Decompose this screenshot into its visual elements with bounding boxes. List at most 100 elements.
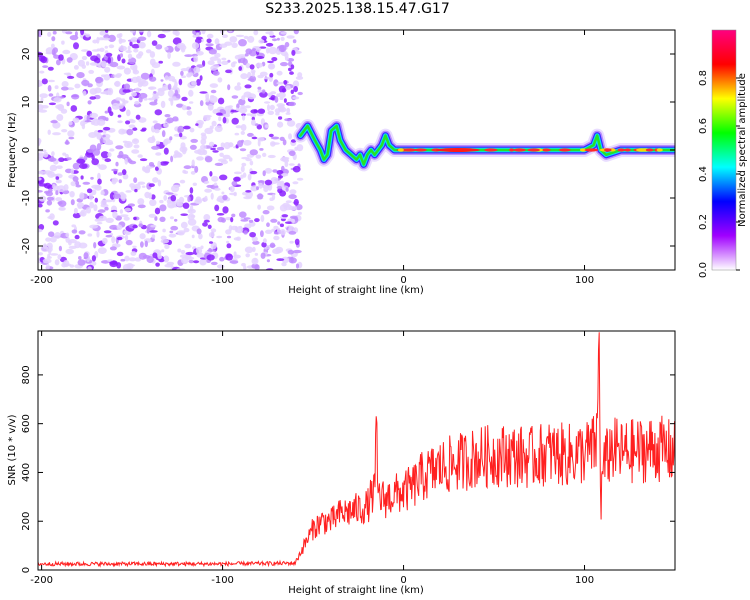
noise-blob — [152, 120, 158, 124]
noise-blob — [188, 259, 194, 264]
noise-blob — [89, 96, 96, 100]
noise-blob — [122, 264, 131, 270]
noise-blob — [275, 112, 280, 116]
noise-blob — [263, 186, 269, 193]
noise-blob — [66, 101, 70, 107]
noise-blob — [221, 60, 229, 65]
noise-blob — [133, 183, 141, 191]
noise-blob — [132, 224, 138, 229]
noise-blob — [135, 87, 141, 93]
noise-blob — [231, 95, 239, 99]
noise-blob — [121, 195, 126, 202]
noise-blob — [131, 91, 137, 97]
noise-blob — [48, 231, 55, 237]
noise-blob — [216, 146, 225, 151]
noise-blob — [208, 48, 217, 55]
noise-blob — [72, 117, 80, 123]
noise-blob — [85, 151, 94, 158]
noise-blob — [157, 179, 162, 187]
noise-blob — [237, 140, 244, 148]
snr-panel: -200 -100 0 100 0 200 400 600 800 Height of str… — [7, 330, 676, 596]
noise-blob — [281, 156, 290, 160]
noise-blob — [67, 75, 75, 79]
colorbar-gradient — [712, 30, 736, 270]
noise-blob — [291, 218, 296, 224]
noise-blob — [288, 67, 292, 72]
noise-blob — [214, 38, 220, 45]
noise-blob — [118, 179, 123, 184]
noise-blob — [202, 222, 208, 227]
noise-blob — [148, 86, 154, 90]
noise-blob — [268, 30, 274, 37]
noise-blob — [251, 257, 259, 265]
noise-blob — [284, 118, 292, 122]
noise-blob — [196, 32, 200, 38]
noise-blob — [195, 38, 202, 44]
noise-blob — [97, 218, 104, 222]
noise-blob — [105, 117, 109, 122]
snr-x-tick-label: -200 — [30, 575, 53, 586]
noise-blob — [193, 260, 200, 264]
noise-blob — [180, 213, 188, 216]
noise-blob — [206, 184, 214, 188]
noise-blob — [209, 83, 219, 88]
noise-blob — [251, 70, 255, 77]
noise-blob — [278, 116, 283, 120]
noise-blob — [277, 221, 281, 225]
noise-blob — [269, 104, 275, 111]
snr-frame — [37, 330, 676, 571]
noise-blob — [216, 112, 223, 116]
noise-blob — [81, 79, 90, 86]
noise-blob — [266, 259, 270, 263]
signal-hotspot — [402, 148, 417, 152]
noise-blob — [63, 184, 69, 191]
noise-blob — [97, 178, 102, 185]
noise-blob — [212, 150, 219, 153]
noise-blob — [55, 176, 60, 180]
noise-blob — [257, 74, 264, 79]
noise-blob — [153, 91, 157, 94]
noise-blob — [251, 136, 258, 140]
noise-blob — [269, 242, 276, 249]
noise-blob — [172, 30, 178, 35]
noise-blob — [124, 207, 132, 212]
noise-blob — [260, 230, 264, 238]
noise-blob — [38, 30, 42, 38]
noise-blob — [240, 73, 248, 80]
noise-blob — [74, 83, 81, 89]
noise-blob — [108, 44, 115, 49]
noise-blob — [278, 92, 286, 99]
noise-blob — [245, 105, 251, 109]
noise-blob — [257, 137, 265, 142]
snr-x-tick-label: 0 — [400, 575, 406, 586]
noise-blob — [293, 30, 299, 35]
noise-blob — [87, 266, 92, 270]
noise-blob — [291, 49, 296, 56]
noise-blob — [107, 34, 116, 43]
noise-blob — [162, 228, 166, 233]
noise-blob — [48, 102, 57, 106]
noise-blob — [273, 79, 279, 87]
noise-blob — [241, 113, 246, 117]
noise-blob — [117, 114, 122, 118]
noise-blob — [127, 53, 133, 60]
noise-blob — [278, 44, 287, 53]
noise-blob — [42, 258, 52, 264]
noise-blob — [124, 255, 130, 262]
noise-blob — [148, 213, 156, 218]
noise-blob — [61, 40, 65, 45]
spectrogram-y-tick-label: -10 — [21, 190, 32, 206]
noise-blob — [167, 89, 174, 98]
noise-blob — [216, 264, 225, 269]
noise-blob — [50, 253, 59, 256]
noise-blob — [267, 154, 276, 159]
noise-blob — [56, 185, 66, 193]
noise-blob — [79, 192, 85, 200]
signal-band-4 — [299, 124, 675, 166]
noise-blob — [164, 263, 174, 268]
noise-blob — [58, 54, 64, 61]
noise-blob — [264, 101, 271, 104]
noise-blob — [73, 42, 79, 50]
noise-blob — [56, 114, 64, 121]
noise-blob — [89, 224, 99, 229]
